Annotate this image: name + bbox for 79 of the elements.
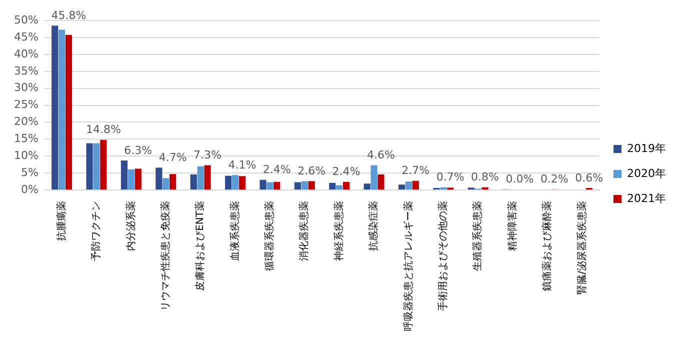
bar <box>329 182 336 190</box>
bar <box>93 143 100 190</box>
bar <box>266 182 274 190</box>
bar <box>197 166 204 190</box>
y-tick-label: 20% <box>14 115 38 128</box>
y-tick-label: 5% <box>20 166 38 179</box>
data-label: 0.2% <box>540 172 568 186</box>
bar <box>308 181 315 190</box>
y-tick-label: 50% <box>14 13 38 26</box>
x-tick-label: リウマチ性疾患と免疫薬 <box>159 201 172 311</box>
bar <box>232 175 239 190</box>
bar <box>336 185 343 190</box>
y-tick-label: 25% <box>14 98 38 112</box>
bar <box>238 176 246 190</box>
x-tick-label: 神経系疾患薬 <box>332 201 345 261</box>
data-label: 2.4% <box>332 165 360 178</box>
data-label: 0.0% <box>506 172 534 186</box>
data-label: 45.8% <box>51 9 86 22</box>
bar <box>134 168 142 190</box>
bar <box>190 174 197 190</box>
bar <box>225 176 232 190</box>
bar <box>301 181 308 190</box>
bar <box>86 143 93 190</box>
data-label: 14.8% <box>86 123 121 136</box>
bar <box>370 165 378 190</box>
bar <box>398 184 406 190</box>
bar <box>58 30 66 190</box>
legend-label: 2021年 <box>627 192 666 205</box>
bar <box>100 140 107 190</box>
bar <box>170 174 176 190</box>
y-tick-label: 40% <box>14 47 38 60</box>
bar <box>274 182 280 190</box>
data-label: 6.3% <box>124 144 152 157</box>
bar <box>260 180 266 190</box>
x-tick-label: 抗感染症薬 <box>368 201 380 251</box>
bar <box>378 174 384 190</box>
legend-label: 2020年 <box>627 166 666 180</box>
data-label: 0.8% <box>471 170 499 184</box>
y-tick-label: 35% <box>14 64 38 78</box>
data-label: 2.7% <box>402 164 430 178</box>
x-tick-label: 生殖器系疾患薬 <box>472 201 484 271</box>
y-tick-label: 15% <box>14 132 38 146</box>
bar <box>120 160 128 190</box>
data-label: 2.4% <box>262 163 291 176</box>
bar <box>204 165 211 190</box>
data-label: 4.1% <box>228 158 256 172</box>
x-tick-label: 皮膚科およびENT薬 <box>194 201 206 291</box>
bar <box>128 169 134 190</box>
x-tick-label: 抗腫瘍薬 <box>55 201 68 241</box>
bar <box>52 26 58 190</box>
bar <box>156 168 162 190</box>
x-tick-label: 腎臓/泌尿器系疾患薬 <box>576 201 588 294</box>
data-label: 0.6% <box>575 171 604 184</box>
x-tick-label: 消化器疾患薬 <box>298 201 310 261</box>
y-tick-label: 45% <box>14 30 38 44</box>
y-tick-label: 0% <box>20 182 38 196</box>
bar <box>162 178 170 190</box>
x-tick-label: 循環器系疾患薬 <box>264 201 276 271</box>
data-label: 4.7% <box>158 151 187 164</box>
data-label: 0.7% <box>436 170 464 184</box>
legend-label: 2019年 <box>627 142 666 155</box>
bar <box>364 184 370 190</box>
y-tick-label: 30% <box>14 81 38 94</box>
data-label: 4.6% <box>366 148 395 162</box>
bar <box>412 180 419 190</box>
y-tick-label: 10% <box>14 148 38 162</box>
x-tick-label: 精神障害薬 <box>506 201 518 251</box>
bar <box>342 182 350 190</box>
bar <box>405 182 412 190</box>
x-tick-label: 予防ワクチン <box>90 201 102 261</box>
x-tick-label: 鎮痛薬および麻酔薬 <box>541 201 554 291</box>
x-tick-label: 血液系疾患薬 <box>228 201 241 261</box>
data-label: 2.6% <box>298 164 326 178</box>
data-label: 7.3% <box>194 148 222 162</box>
x-tick-label: 内分泌系薬 <box>124 201 137 251</box>
bar <box>65 34 72 190</box>
x-tick-label: 呼吸器疾患と抗アレルギー薬 <box>402 201 414 331</box>
bar <box>294 182 301 190</box>
x-tick-label: 手術用およびその他の薬 <box>436 201 449 311</box>
